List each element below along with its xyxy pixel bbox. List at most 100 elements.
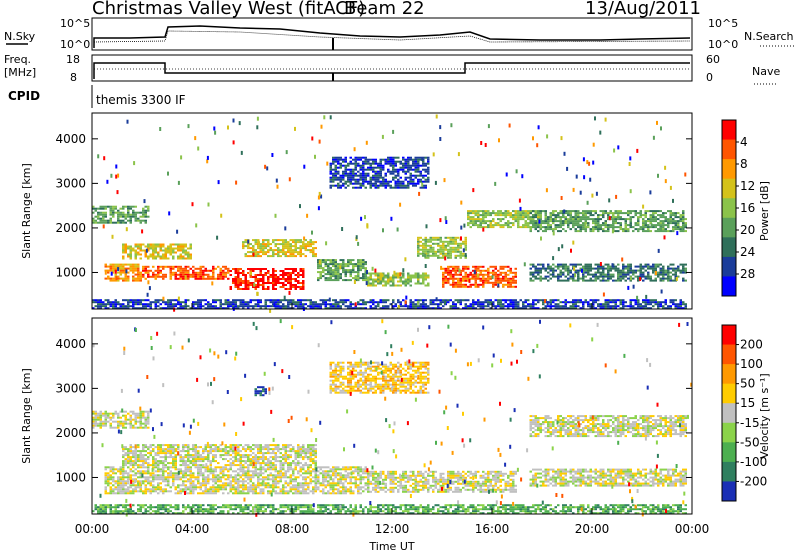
colorbar-tick-label: 24	[740, 245, 755, 259]
x-tick-label: 00:00	[675, 522, 710, 536]
region-11	[529, 210, 687, 233]
x-tick-label: 20:00	[575, 522, 610, 536]
region-8	[329, 361, 430, 394]
x-tick-label: 08:00	[275, 522, 310, 536]
region-3	[142, 265, 230, 280]
power-colorbar-label: Power [dB]	[758, 181, 771, 241]
y-tick-label: 2000	[55, 426, 86, 440]
x-tick-label: 16:00	[475, 522, 510, 536]
colorbar-tick-label: 28	[740, 267, 755, 281]
y-tick-label: 1000	[55, 265, 86, 279]
colorbar-swatch	[722, 217, 736, 238]
colorbar-tick-label: 100	[740, 357, 763, 371]
cpid-value: themis 3300 IF	[96, 93, 186, 107]
colorbar-frame	[721, 324, 737, 502]
colorbar-tick-label: 16	[740, 201, 755, 215]
scatter-points	[92, 319, 693, 517]
nsearch-tick-top: 10^5	[708, 17, 738, 30]
colorbar-swatch	[722, 344, 736, 365]
region-14	[329, 156, 430, 189]
region-7	[367, 272, 430, 287]
colorbar-swatch	[722, 325, 736, 346]
region-2	[104, 263, 142, 282]
colorbar-swatch	[722, 461, 736, 482]
power-yticks: 1000 2000 3000 4000	[55, 132, 692, 279]
freq-panel: Freq. [MHz] 18 8 60 0 Nave	[4, 53, 780, 85]
velocity-colorbar-label: Velocity [m s⁻¹]	[758, 373, 771, 458]
colorbar-swatch	[722, 276, 736, 297]
nsky-trace	[93, 25, 691, 48]
power-data-layer	[92, 114, 687, 313]
x-tick-label: 12:00	[375, 522, 410, 536]
region-5	[242, 239, 317, 258]
region-3	[367, 470, 517, 493]
x-tick-label: 00:00	[75, 522, 110, 536]
colorbar-swatch	[722, 139, 736, 160]
velocity-data-layer	[92, 319, 693, 517]
colorbar-swatch	[722, 178, 736, 199]
nsearch-tick-bottom: 10^0	[708, 38, 738, 51]
region-4	[529, 415, 687, 438]
y-tick-label: 4000	[55, 132, 86, 146]
colorbar-swatch	[722, 159, 736, 180]
colorbar-swatch	[722, 383, 736, 404]
colorbar-tick-label: 200	[740, 338, 763, 352]
nave-tick-top: 60	[706, 53, 720, 66]
nsky-tick-top: 10^5	[60, 17, 90, 30]
colorbar-tick-label: -200	[740, 474, 767, 488]
region-12	[529, 263, 687, 282]
y-tick-label: 4000	[55, 337, 86, 351]
nsearch-trace	[93, 30, 691, 43]
nsky-label: N.Sky	[4, 30, 36, 43]
power-ylabel: Slant Range [km]	[20, 163, 33, 259]
region-7	[92, 504, 687, 515]
region-8	[442, 265, 517, 288]
cpid-label: CPID	[8, 89, 40, 103]
y-tick-label: 1000	[55, 470, 86, 484]
region-1	[122, 243, 192, 260]
date-title: 13/Aug/2011	[585, 0, 701, 19]
colorbar-swatch	[722, 422, 736, 443]
freq-label-line1: Freq.	[4, 53, 31, 66]
colorbar-swatch	[722, 442, 736, 463]
colorbar-swatch	[722, 237, 736, 258]
region-5	[529, 468, 687, 487]
nsearch-label: N.Search	[744, 30, 794, 43]
velocity-colorbar: 200 100 50 15 -15 -50 -100 -200	[721, 324, 767, 502]
freq-label-line2: [MHz]	[4, 66, 36, 79]
colorbar-swatch	[722, 403, 736, 424]
colorbar-swatch	[722, 481, 736, 502]
region-6	[317, 259, 367, 282]
y-tick-label: 2000	[55, 221, 86, 235]
colorbar-tick-label: -100	[740, 455, 767, 469]
colorbar-tick-label: -50	[740, 435, 760, 449]
freq-tick-top: 18	[66, 53, 80, 66]
power-panel: 1000 2000 3000 4000 Slant Range [km] 4 8 12 16…	[20, 112, 771, 313]
y-tick-label: 3000	[55, 381, 86, 395]
nave-label: Nave	[752, 65, 780, 78]
colorbar-swatch	[722, 120, 736, 141]
velocity-yticks: 1000 2000 3000 4000	[55, 337, 692, 484]
y-tick-label: 3000	[55, 176, 86, 190]
colorbar-tick-label: 8	[740, 157, 748, 171]
nsky-tick-bottom: 10^0	[60, 38, 90, 51]
colorbar-swatch	[722, 256, 736, 277]
colorbar-swatch	[722, 364, 736, 385]
region-13	[92, 299, 687, 310]
beam-title: Beam 22	[344, 0, 425, 19]
nave-tick-bottom: 0	[706, 71, 713, 84]
region-6	[254, 386, 267, 397]
scatter-points	[97, 114, 687, 313]
freq-tick-bottom: 8	[70, 71, 77, 84]
velocity-panel: 1000 2000 3000 4000 Slant Range [km] 200 100…	[20, 317, 771, 517]
station-title: Christmas Valley West (fitACF)	[92, 0, 365, 19]
region-0	[92, 205, 150, 224]
x-axis-label: Time UT	[368, 540, 414, 553]
x-tick-label: 04:00	[175, 522, 210, 536]
colorbar-swatch	[722, 198, 736, 219]
colorbar-tick-label: 15	[740, 396, 755, 410]
colorbar-tick-label: 4	[740, 135, 748, 149]
power-colorbar: 4 8 12 16 20 24 28	[721, 119, 755, 297]
colorbar-tick-label: 50	[740, 377, 755, 391]
region-10	[467, 210, 542, 229]
